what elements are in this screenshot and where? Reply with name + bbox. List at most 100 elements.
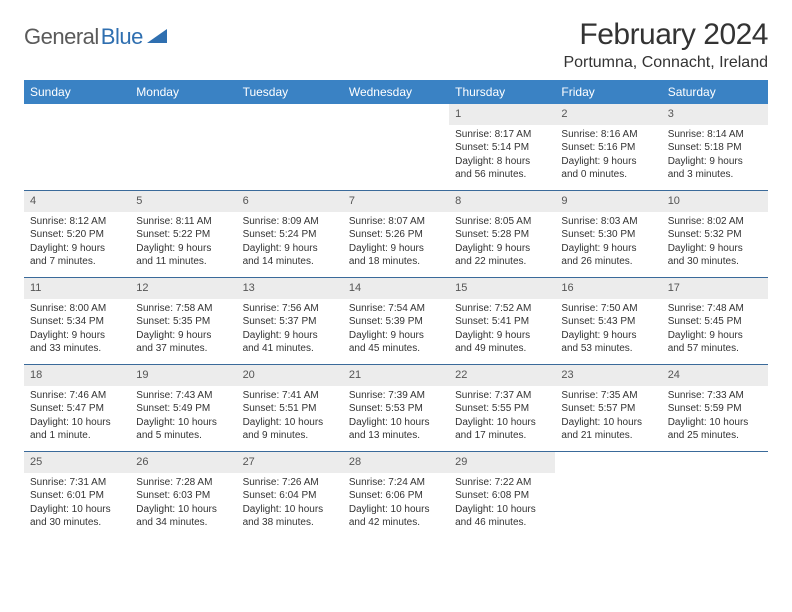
- weekday-label: Sunday: [24, 80, 130, 104]
- day-info: Sunrise: 7:35 AMSunset: 5:57 PMDaylight:…: [555, 386, 661, 447]
- day-number: 3: [662, 104, 768, 125]
- day-info: Sunrise: 8:05 AMSunset: 5:28 PMDaylight:…: [449, 212, 555, 273]
- day-cell: 28Sunrise: 7:24 AMSunset: 6:06 PMDayligh…: [343, 452, 449, 538]
- sunrise-text: Sunrise: 7:48 AM: [668, 302, 762, 316]
- daylight-text: Daylight: 9 hours: [349, 242, 443, 256]
- day-info: Sunrise: 7:54 AMSunset: 5:39 PMDaylight:…: [343, 299, 449, 360]
- daylight-text: Daylight: 9 hours: [668, 242, 762, 256]
- sunset-text: Sunset: 5:49 PM: [136, 402, 230, 416]
- daylight-text: and 37 minutes.: [136, 342, 230, 356]
- week-row: 18Sunrise: 7:46 AMSunset: 5:47 PMDayligh…: [24, 364, 768, 451]
- sunrise-text: Sunrise: 7:56 AM: [243, 302, 337, 316]
- day-cell: [24, 104, 130, 190]
- day-number: 6: [237, 191, 343, 212]
- sunrise-text: Sunrise: 7:58 AM: [136, 302, 230, 316]
- day-info: Sunrise: 7:56 AMSunset: 5:37 PMDaylight:…: [237, 299, 343, 360]
- day-cell: 5Sunrise: 8:11 AMSunset: 5:22 PMDaylight…: [130, 191, 236, 277]
- weekday-label: Wednesday: [343, 80, 449, 104]
- sunrise-text: Sunrise: 7:52 AM: [455, 302, 549, 316]
- sunrise-text: Sunrise: 7:33 AM: [668, 389, 762, 403]
- daylight-text: Daylight: 10 hours: [243, 416, 337, 430]
- daylight-text: and 14 minutes.: [243, 255, 337, 269]
- day-cell: 27Sunrise: 7:26 AMSunset: 6:04 PMDayligh…: [237, 452, 343, 538]
- daylight-text: and 21 minutes.: [561, 429, 655, 443]
- sunset-text: Sunset: 5:26 PM: [349, 228, 443, 242]
- sunset-text: Sunset: 5:28 PM: [455, 228, 549, 242]
- week-row: 11Sunrise: 8:00 AMSunset: 5:34 PMDayligh…: [24, 277, 768, 364]
- day-number: 20: [237, 365, 343, 386]
- daylight-text: and 30 minutes.: [668, 255, 762, 269]
- day-number: 27: [237, 452, 343, 473]
- daylight-text: Daylight: 9 hours: [136, 329, 230, 343]
- sunrise-text: Sunrise: 7:50 AM: [561, 302, 655, 316]
- sunset-text: Sunset: 6:06 PM: [349, 489, 443, 503]
- sunset-text: Sunset: 5:18 PM: [668, 141, 762, 155]
- day-cell: 25Sunrise: 7:31 AMSunset: 6:01 PMDayligh…: [24, 452, 130, 538]
- day-info: Sunrise: 8:16 AMSunset: 5:16 PMDaylight:…: [555, 125, 661, 186]
- sunset-text: Sunset: 5:43 PM: [561, 315, 655, 329]
- sunset-text: Sunset: 6:03 PM: [136, 489, 230, 503]
- logo-triangle-icon: [147, 27, 167, 48]
- sunset-text: Sunset: 5:59 PM: [668, 402, 762, 416]
- daylight-text: and 25 minutes.: [668, 429, 762, 443]
- day-cell: 23Sunrise: 7:35 AMSunset: 5:57 PMDayligh…: [555, 365, 661, 451]
- day-info: Sunrise: 8:17 AMSunset: 5:14 PMDaylight:…: [449, 125, 555, 186]
- daylight-text: and 41 minutes.: [243, 342, 337, 356]
- day-number: 4: [24, 191, 130, 212]
- day-info: Sunrise: 7:39 AMSunset: 5:53 PMDaylight:…: [343, 386, 449, 447]
- day-cell: 29Sunrise: 7:22 AMSunset: 6:08 PMDayligh…: [449, 452, 555, 538]
- sunset-text: Sunset: 5:45 PM: [668, 315, 762, 329]
- sunrise-text: Sunrise: 7:37 AM: [455, 389, 549, 403]
- sunset-text: Sunset: 5:24 PM: [243, 228, 337, 242]
- daylight-text: and 26 minutes.: [561, 255, 655, 269]
- daylight-text: and 18 minutes.: [349, 255, 443, 269]
- day-info: Sunrise: 7:22 AMSunset: 6:08 PMDaylight:…: [449, 473, 555, 534]
- sunset-text: Sunset: 5:22 PM: [136, 228, 230, 242]
- day-cell: 4Sunrise: 8:12 AMSunset: 5:20 PMDaylight…: [24, 191, 130, 277]
- sunrise-text: Sunrise: 7:24 AM: [349, 476, 443, 490]
- day-cell: [237, 104, 343, 190]
- sunset-text: Sunset: 6:04 PM: [243, 489, 337, 503]
- day-cell: 21Sunrise: 7:39 AMSunset: 5:53 PMDayligh…: [343, 365, 449, 451]
- sunrise-text: Sunrise: 7:31 AM: [30, 476, 124, 490]
- sunrise-text: Sunrise: 8:00 AM: [30, 302, 124, 316]
- day-cell: 1Sunrise: 8:17 AMSunset: 5:14 PMDaylight…: [449, 104, 555, 190]
- daylight-text: Daylight: 10 hours: [668, 416, 762, 430]
- weekday-label: Tuesday: [237, 80, 343, 104]
- sunset-text: Sunset: 5:37 PM: [243, 315, 337, 329]
- daylight-text: and 57 minutes.: [668, 342, 762, 356]
- week-row: 1Sunrise: 8:17 AMSunset: 5:14 PMDaylight…: [24, 104, 768, 190]
- day-cell: 18Sunrise: 7:46 AMSunset: 5:47 PMDayligh…: [24, 365, 130, 451]
- daylight-text: Daylight: 9 hours: [243, 329, 337, 343]
- daylight-text: Daylight: 9 hours: [668, 155, 762, 169]
- day-number: 12: [130, 278, 236, 299]
- day-number: 26: [130, 452, 236, 473]
- day-cell: 16Sunrise: 7:50 AMSunset: 5:43 PMDayligh…: [555, 278, 661, 364]
- sunset-text: Sunset: 5:53 PM: [349, 402, 443, 416]
- day-number: 11: [24, 278, 130, 299]
- day-number: 23: [555, 365, 661, 386]
- sunrise-text: Sunrise: 8:05 AM: [455, 215, 549, 229]
- calendar-document: GeneralBlue February 2024 Portumna, Conn…: [0, 0, 792, 538]
- day-info: Sunrise: 7:37 AMSunset: 5:55 PMDaylight:…: [449, 386, 555, 447]
- daylight-text: Daylight: 10 hours: [455, 503, 549, 517]
- daylight-text: Daylight: 9 hours: [455, 329, 549, 343]
- daylight-text: Daylight: 10 hours: [30, 416, 124, 430]
- daylight-text: Daylight: 9 hours: [561, 329, 655, 343]
- day-number: 29: [449, 452, 555, 473]
- day-info: Sunrise: 7:31 AMSunset: 6:01 PMDaylight:…: [24, 473, 130, 534]
- daylight-text: and 45 minutes.: [349, 342, 443, 356]
- daylight-text: Daylight: 9 hours: [561, 155, 655, 169]
- day-cell: 9Sunrise: 8:03 AMSunset: 5:30 PMDaylight…: [555, 191, 661, 277]
- sunset-text: Sunset: 5:35 PM: [136, 315, 230, 329]
- sunset-text: Sunset: 5:16 PM: [561, 141, 655, 155]
- day-cell: 15Sunrise: 7:52 AMSunset: 5:41 PMDayligh…: [449, 278, 555, 364]
- day-info: Sunrise: 8:11 AMSunset: 5:22 PMDaylight:…: [130, 212, 236, 273]
- day-cell: [555, 452, 661, 538]
- day-number: 8: [449, 191, 555, 212]
- day-number: 2: [555, 104, 661, 125]
- day-cell: 13Sunrise: 7:56 AMSunset: 5:37 PMDayligh…: [237, 278, 343, 364]
- sunrise-text: Sunrise: 7:41 AM: [243, 389, 337, 403]
- day-info: Sunrise: 8:03 AMSunset: 5:30 PMDaylight:…: [555, 212, 661, 273]
- sunset-text: Sunset: 5:32 PM: [668, 228, 762, 242]
